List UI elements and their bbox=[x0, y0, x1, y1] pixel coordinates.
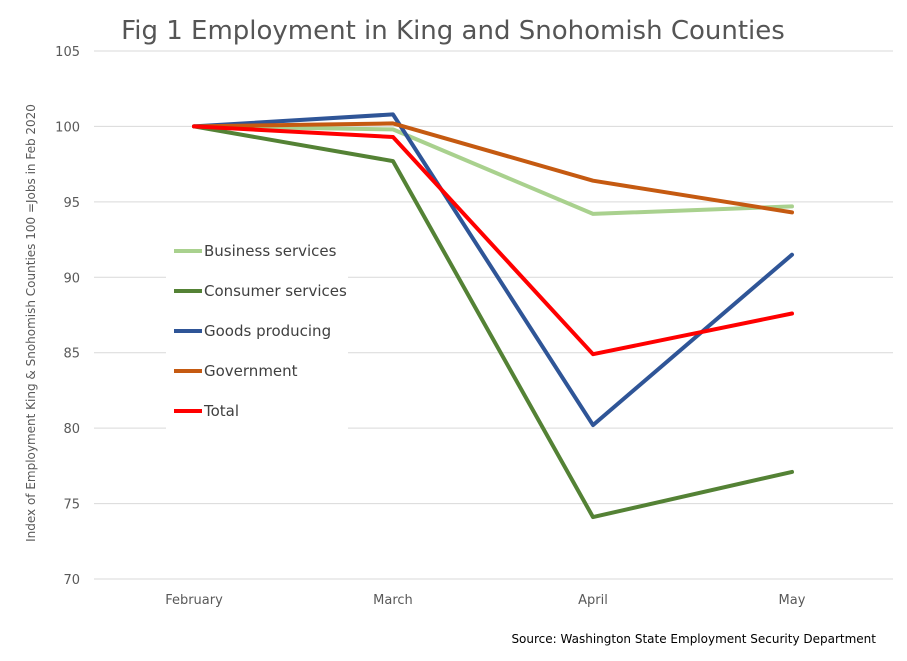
y-tick-label: 105 bbox=[55, 45, 80, 60]
legend-label: Total bbox=[203, 402, 239, 420]
series-line-consumer-services bbox=[192, 124, 794, 520]
y-tick-label: 85 bbox=[63, 347, 80, 362]
legend-label: Government bbox=[204, 362, 298, 380]
chart-title: Fig 1 Employment in King and Snohomish C… bbox=[121, 16, 785, 46]
series-line-goods-producing bbox=[192, 112, 794, 428]
series-line-government bbox=[192, 121, 794, 215]
y-axis-title: Index of Employment King & Snohomish Cou… bbox=[24, 104, 38, 542]
x-tick-label: May bbox=[779, 593, 806, 608]
legend-label: Consumer services bbox=[204, 282, 347, 300]
y-tick-label: 95 bbox=[63, 196, 80, 211]
legend-label: Goods producing bbox=[204, 322, 331, 340]
y-tick-label: 70 bbox=[63, 573, 80, 588]
x-tick-label: March bbox=[373, 593, 413, 608]
x-tick-label: February bbox=[165, 593, 223, 608]
series-line-business-services bbox=[192, 124, 794, 216]
y-axis-ticks: 70 75 80 85 90 95 100 105 bbox=[55, 45, 80, 588]
source-note: Source: Washington State Employment Secu… bbox=[511, 632, 876, 646]
y-tick-label: 100 bbox=[55, 120, 80, 135]
x-tick-label: April bbox=[578, 593, 608, 608]
x-axis-ticks: February March April May bbox=[165, 593, 806, 608]
y-tick-label: 80 bbox=[63, 422, 80, 437]
y-tick-label: 90 bbox=[63, 271, 80, 286]
y-tick-label: 75 bbox=[63, 498, 80, 513]
legend: Business services Consumer services Goods … bbox=[174, 242, 347, 420]
series-line-total bbox=[192, 124, 794, 357]
series-lines bbox=[192, 112, 794, 520]
legend-label: Business services bbox=[204, 242, 337, 260]
